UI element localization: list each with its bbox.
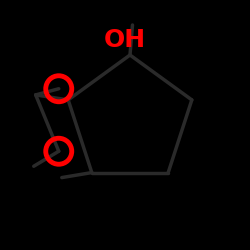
Text: OH: OH <box>104 28 146 52</box>
